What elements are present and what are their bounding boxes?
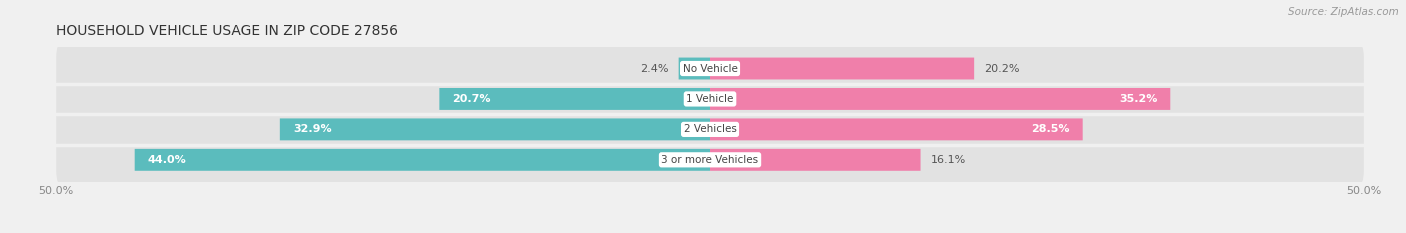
FancyBboxPatch shape (439, 88, 710, 110)
Text: HOUSEHOLD VEHICLE USAGE IN ZIP CODE 27856: HOUSEHOLD VEHICLE USAGE IN ZIP CODE 2785… (56, 24, 398, 38)
Text: 35.2%: 35.2% (1119, 94, 1157, 104)
Text: 1 Vehicle: 1 Vehicle (686, 94, 734, 104)
FancyBboxPatch shape (710, 58, 974, 79)
FancyBboxPatch shape (280, 118, 710, 140)
FancyBboxPatch shape (56, 103, 1364, 156)
Text: 32.9%: 32.9% (292, 124, 332, 134)
Text: 28.5%: 28.5% (1031, 124, 1070, 134)
Text: 44.0%: 44.0% (148, 155, 187, 165)
Text: 20.2%: 20.2% (984, 64, 1021, 74)
Text: 3 or more Vehicles: 3 or more Vehicles (661, 155, 759, 165)
FancyBboxPatch shape (710, 149, 921, 171)
FancyBboxPatch shape (56, 42, 1364, 95)
Text: 2.4%: 2.4% (640, 64, 668, 74)
FancyBboxPatch shape (710, 118, 1083, 140)
Text: 20.7%: 20.7% (453, 94, 491, 104)
FancyBboxPatch shape (56, 73, 1364, 125)
FancyBboxPatch shape (710, 88, 1170, 110)
Text: 2 Vehicles: 2 Vehicles (683, 124, 737, 134)
FancyBboxPatch shape (56, 134, 1364, 186)
Text: 16.1%: 16.1% (931, 155, 966, 165)
FancyBboxPatch shape (679, 58, 710, 79)
Text: Source: ZipAtlas.com: Source: ZipAtlas.com (1288, 7, 1399, 17)
FancyBboxPatch shape (135, 149, 710, 171)
Text: No Vehicle: No Vehicle (682, 64, 738, 74)
